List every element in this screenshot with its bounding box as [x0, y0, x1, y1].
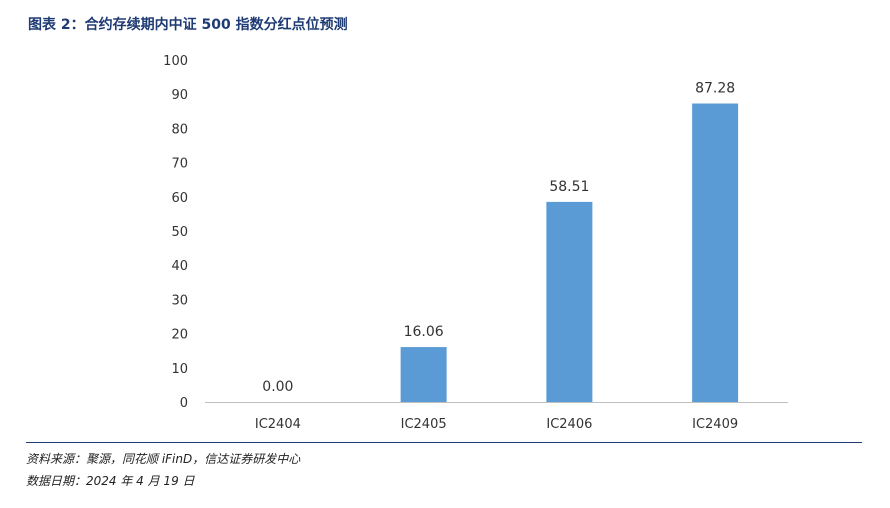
data-label: 0.00: [262, 379, 293, 395]
data-label: 16.06: [404, 324, 444, 340]
y-tick-label: 60: [171, 191, 188, 206]
y-axis: 0 10 20 30 40 50 60 70 80 90 100: [163, 54, 188, 411]
y-tick-label: 30: [171, 293, 188, 308]
x-tick-label: IC2406: [546, 417, 592, 432]
y-tick-label: 90: [171, 88, 188, 103]
x-tick-label: IC2409: [692, 417, 738, 432]
y-tick-label: 50: [171, 225, 188, 240]
bars: 0.00 16.06 58.51 87.28: [262, 81, 739, 402]
bar-ic2405: [400, 347, 447, 402]
y-tick-label: 40: [171, 259, 188, 274]
data-date-note: 数据日期：2024 年 4 月 19 日: [26, 474, 195, 488]
chart-title: 图表 2：合约存续期内中证 500 指数分红点位预测: [28, 17, 348, 33]
x-axis: IC2404 IC2405 IC2406 IC2409: [205, 402, 788, 432]
y-tick-label: 100: [163, 54, 188, 69]
y-tick-label: 0: [180, 396, 188, 411]
bar-ic2406: [546, 201, 593, 402]
data-label: 58.51: [549, 179, 589, 195]
y-tick-label: 20: [171, 328, 188, 343]
x-tick-label: IC2405: [401, 417, 447, 432]
bar-ic2409: [692, 103, 739, 402]
y-tick-label: 10: [171, 362, 188, 377]
y-tick-label: 70: [171, 157, 188, 172]
footer-divider: [26, 442, 862, 443]
x-tick-label: IC2404: [255, 417, 301, 432]
source-note: 资料来源：聚源，同花顺 iFinD，信达证券研发中心: [26, 452, 301, 466]
data-label: 87.28: [695, 81, 735, 97]
y-tick-label: 80: [171, 122, 188, 137]
